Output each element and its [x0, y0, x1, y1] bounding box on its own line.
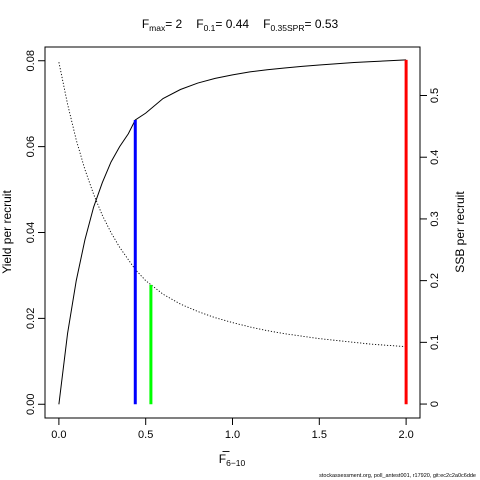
y-left-tick-label: 0.08 — [25, 50, 37, 71]
title-f01-symbol: F — [196, 17, 203, 31]
y-axis-right: 0 0.1 0.2 0.3 0.4 0.5 — [419, 88, 441, 407]
y-axis-left-label: Yield per recruit — [0, 190, 14, 274]
y-left-tick-label: 0.06 — [25, 136, 37, 157]
y-axis-left: 0.00 0.02 0.04 0.06 0.08 — [25, 50, 46, 415]
y-right-tick-label: 0.2 — [429, 273, 441, 288]
title-fspr-value: = 0.53 — [304, 17, 338, 31]
ssb-per-recruit-line — [58, 62, 407, 348]
reference-lines — [133, 59, 408, 405]
x-tick-label: 1.5 — [312, 429, 327, 441]
x-tick-label: 2.0 — [398, 429, 413, 441]
x-axis-label: F6−10 — [219, 452, 246, 468]
y-left-tick-label: 0.04 — [25, 222, 37, 243]
plot-frame — [44, 46, 421, 419]
y-right-tick-label: 0 — [429, 401, 441, 407]
y-right-tick-label: 0.3 — [429, 211, 441, 226]
y-right-tick-label: 0.1 — [429, 335, 441, 350]
title-f01-value: = 0.44 — [215, 17, 249, 31]
x-tick-label: 1.0 — [225, 429, 240, 441]
title-fspr-subscript: 0.35SPR — [270, 23, 304, 33]
x-axis: 0.0 0.5 1.0 1.5 2.0 — [51, 417, 414, 441]
x-tick-label: 0.0 — [51, 429, 66, 441]
title-fspr-symbol: F — [263, 17, 270, 31]
y-left-tick-label: 0.02 — [25, 308, 37, 329]
y-right-tick-label: 0.4 — [429, 150, 441, 165]
x-axis-label-subscript: 6−10 — [226, 458, 245, 468]
yield-per-recruit-line — [58, 59, 407, 405]
x-axis-label-symbol: F — [219, 452, 226, 466]
y-right-tick-label: 0.5 — [429, 88, 441, 103]
title-fmax-value: = 2 — [165, 17, 182, 31]
title-fmax-subscript: max — [149, 23, 166, 33]
y-left-tick-label: 0.00 — [25, 394, 37, 415]
y-axis-right-label: SSB per recruit — [453, 191, 467, 273]
title-fmax-symbol: F — [142, 17, 149, 31]
series-layer — [58, 59, 407, 405]
x-tick-label: 0.5 — [138, 429, 153, 441]
chart-title: Fmax= 2 F0.1= 0.44 F0.35SPR= 0.53 — [142, 17, 339, 33]
footer-credit: stockassessment.org, poll_antest001, r17… — [319, 473, 476, 479]
title-f01-subscript: 0.1 — [204, 23, 216, 33]
